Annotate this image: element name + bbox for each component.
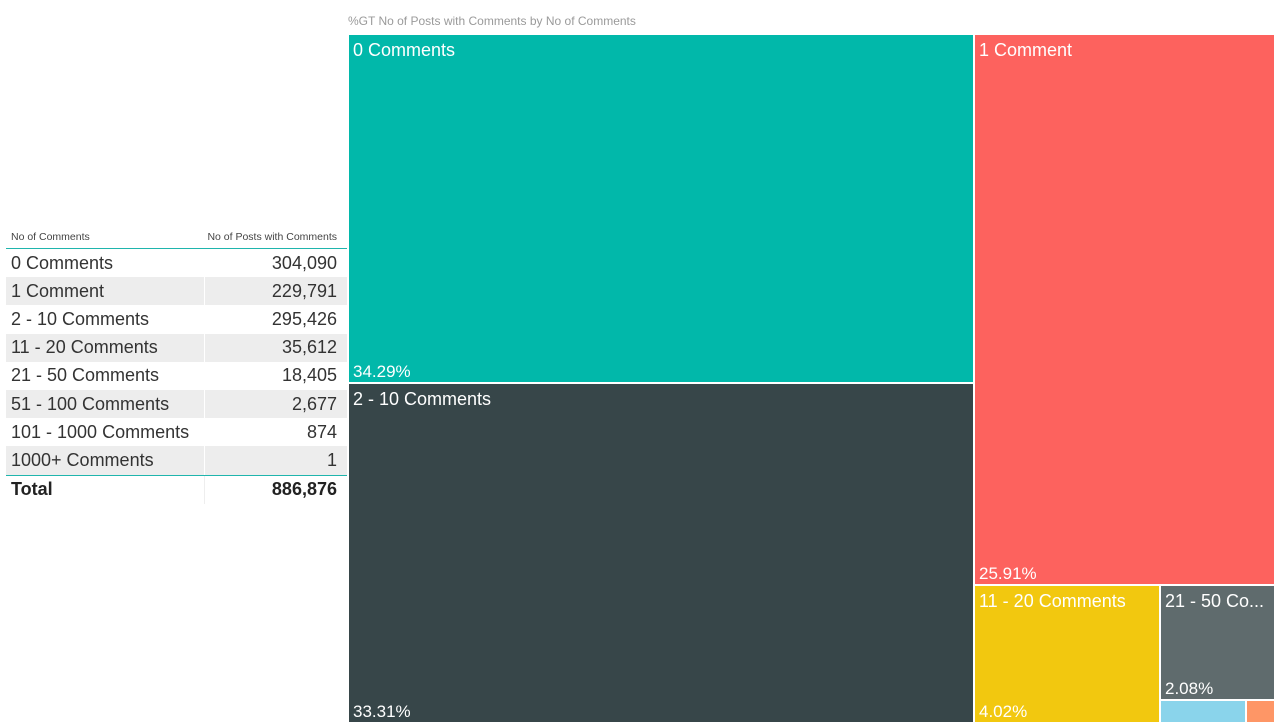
- treemap-tile-51-100-comments[interactable]: [1160, 700, 1246, 723]
- cell-category: 51 - 100 Comments: [11, 393, 170, 414]
- table-header: No of Comments No of Posts with Comments: [6, 226, 347, 249]
- treemap-tile-11-20-comments[interactable]: 11 - 20 Comments 4.02%: [974, 585, 1160, 723]
- cell-category: 0 Comments: [11, 252, 114, 273]
- table-row[interactable]: 1000+ Comments 1: [6, 446, 347, 475]
- cell-value: 229,791: [204, 277, 347, 306]
- treemap-tile-0-comments[interactable]: 0 Comments 34.29%: [348, 34, 974, 383]
- treemap-tile-1-comment[interactable]: 1 Comment 25.91%: [974, 34, 1275, 585]
- tile-percent-label: 4.02%: [979, 702, 1028, 721]
- table-total-row: Total 886,876: [6, 474, 347, 504]
- total-label: Total: [11, 479, 53, 499]
- tile-percent-label: 34.29%: [353, 362, 411, 381]
- treemap-tile-21-50-comments[interactable]: 21 - 50 Co... 2.08%: [1160, 585, 1275, 700]
- cell-value: 35,612: [204, 333, 347, 362]
- treemap-title: %GT No of Posts with Comments by No of C…: [348, 14, 636, 28]
- cell-category: 21 - 50 Comments: [11, 365, 160, 386]
- tile-label: 2 - 10 Comments: [353, 389, 492, 409]
- tile-label: 0 Comments: [353, 40, 456, 60]
- cell-value: 304,090: [204, 249, 347, 278]
- table-row[interactable]: 51 - 100 Comments 2,677: [6, 389, 347, 419]
- table-body: 0 Comments 304,090 1 Comment 229,791 2 - 10 …: [6, 249, 347, 475]
- cell-category: 1 Comment: [11, 280, 105, 301]
- tile-percent-label: 25.91%: [979, 564, 1037, 583]
- cell-category: 1000+ Comments: [11, 449, 154, 470]
- cell-value: 874: [204, 418, 347, 447]
- table-row[interactable]: 0 Comments 304,090: [6, 249, 347, 278]
- cell-category: 101 - 1000 Comments: [11, 421, 190, 442]
- data-table: No of Comments No of Posts with Comments…: [6, 226, 347, 504]
- treemap-chart: 0 Comments 34.29% 1 Comment 25.91% 2 - 10 Co…: [348, 34, 1276, 724]
- treemap-tile-1000-comments[interactable]: [1274, 722, 1276, 724]
- treemap-tile-2-10-comments[interactable]: 2 - 10 Comments 33.31%: [348, 383, 974, 723]
- table-row[interactable]: 11 - 20 Comments 35,612: [6, 333, 347, 362]
- cell-value: 2,677: [204, 389, 347, 419]
- cell-value: 18,405: [204, 361, 347, 390]
- cell-value: 295,426: [204, 305, 347, 334]
- column-header-no-of-posts[interactable]: No of Posts with Comments: [207, 231, 337, 243]
- tile-label: 11 - 20 Comments: [979, 591, 1126, 611]
- tile-label: 1 Comment: [979, 40, 1073, 60]
- treemap-tile-101-1000-comments[interactable]: [1246, 700, 1275, 723]
- table-row[interactable]: 1 Comment 229,791: [6, 277, 347, 306]
- total-value: 886,876: [204, 475, 347, 504]
- table-row[interactable]: 21 - 50 Comments 18,405: [6, 361, 347, 390]
- column-header-no-of-comments[interactable]: No of Comments: [11, 231, 90, 243]
- cell-value: 1: [204, 446, 347, 475]
- tile-percent-label: 33.31%: [353, 702, 411, 721]
- tile-label: 21 - 50 Co...: [1165, 591, 1265, 611]
- tile-percent-label: 2.08%: [1165, 679, 1214, 698]
- table-row[interactable]: 101 - 1000 Comments 874: [6, 418, 347, 447]
- cell-category: 11 - 20 Comments: [11, 337, 158, 358]
- table-row[interactable]: 2 - 10 Comments 295,426: [6, 305, 347, 334]
- cell-category: 2 - 10 Comments: [11, 308, 150, 329]
